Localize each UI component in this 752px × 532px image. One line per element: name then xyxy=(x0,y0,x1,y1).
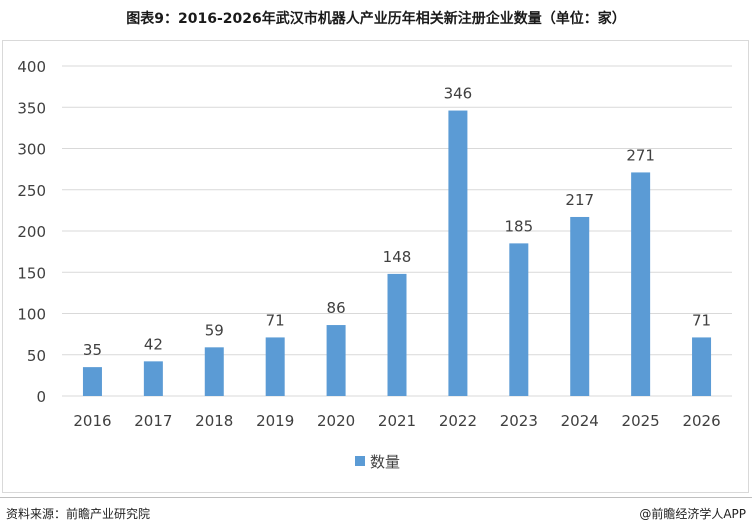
data-label: 148 xyxy=(383,248,412,266)
y-tick-label: 150 xyxy=(17,264,46,282)
x-tick-label: 2020 xyxy=(317,412,355,430)
source-note: 资料来源：前瞻产业研究院 xyxy=(6,507,151,521)
x-tick-label: 2026 xyxy=(682,412,720,430)
y-tick-label: 400 xyxy=(17,58,46,76)
brand-credit: @前瞻经济学人APP xyxy=(639,507,746,521)
x-tick-label: 2024 xyxy=(561,412,599,430)
bar xyxy=(204,347,224,396)
bar xyxy=(509,243,529,396)
y-tick-label: 100 xyxy=(17,306,46,324)
bar xyxy=(631,172,651,396)
y-tick-label: 0 xyxy=(36,388,46,406)
bar xyxy=(570,216,590,396)
bar xyxy=(387,273,407,396)
legend-label: 数量 xyxy=(370,453,400,471)
y-tick-label: 200 xyxy=(17,223,46,241)
bar xyxy=(692,337,712,396)
data-label: 86 xyxy=(327,299,346,317)
x-tick-label: 2019 xyxy=(256,412,294,430)
y-tick-label: 350 xyxy=(17,99,46,117)
x-tick-label: 2017 xyxy=(134,412,172,430)
chart-frame xyxy=(2,40,749,493)
data-label: 185 xyxy=(504,217,533,235)
x-tick-label: 2022 xyxy=(439,412,477,430)
data-label: 217 xyxy=(565,191,594,209)
bar xyxy=(82,367,102,396)
data-label: 59 xyxy=(205,321,224,339)
footer-divider xyxy=(0,497,752,498)
data-label: 35 xyxy=(83,341,102,359)
data-label: 346 xyxy=(444,85,473,103)
bar xyxy=(265,337,285,396)
y-tick-label: 300 xyxy=(17,141,46,159)
chart-title: 图表9：2016-2026年武汉市机器人产业历年相关新注册企业数量（单位：家） xyxy=(126,11,626,27)
data-label: 71 xyxy=(692,311,711,329)
x-tick-label: 2021 xyxy=(378,412,416,430)
y-tick-label: 250 xyxy=(17,182,46,200)
x-tick-label: 2025 xyxy=(622,412,660,430)
y-tick-label: 50 xyxy=(27,347,46,365)
legend-swatch xyxy=(355,456,365,466)
x-tick-label: 2016 xyxy=(73,412,111,430)
data-label: 71 xyxy=(266,311,285,329)
x-tick-label: 2023 xyxy=(500,412,538,430)
data-label: 271 xyxy=(626,146,655,164)
data-label: 42 xyxy=(144,335,163,353)
bar xyxy=(143,361,163,396)
x-tick-label: 2018 xyxy=(195,412,233,430)
bar xyxy=(448,110,468,397)
bar xyxy=(326,325,346,396)
